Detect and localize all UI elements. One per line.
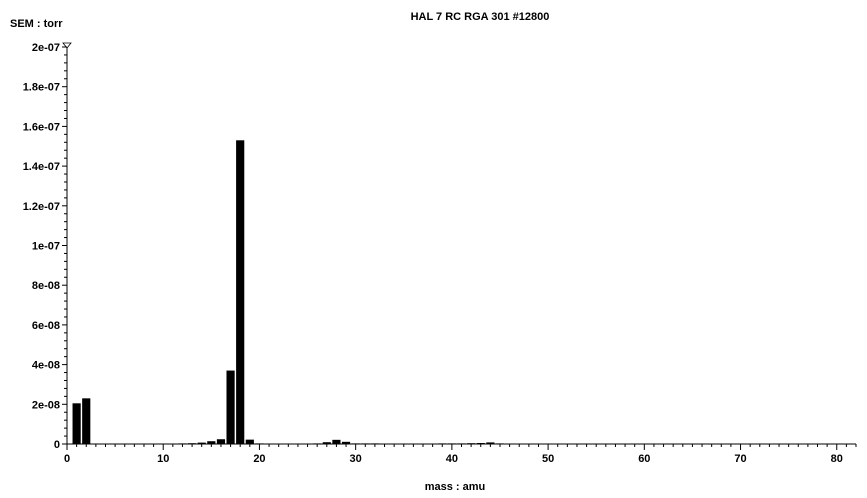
y-tick-label: 1.6e-07 — [23, 121, 60, 133]
y-tick-label: 2e-07 — [32, 42, 60, 54]
x-tick-label: 20 — [253, 453, 265, 465]
bar — [332, 439, 341, 444]
bar — [457, 443, 466, 444]
bar — [226, 370, 235, 444]
y-tick-label: 1.4e-07 — [23, 161, 60, 173]
y-tick-label: 4e-08 — [32, 360, 60, 372]
bar — [236, 140, 245, 445]
y-tick-label: 2e-08 — [32, 399, 60, 411]
x-axis-label: mass : amu — [425, 481, 486, 493]
x-tick-label: 40 — [446, 453, 458, 465]
bar — [447, 443, 456, 444]
y-tick-label: 1.2e-07 — [23, 201, 60, 213]
bar — [370, 443, 379, 444]
y-axis-label: SEM : torr — [10, 18, 63, 30]
bar — [341, 441, 351, 444]
bar — [207, 441, 216, 444]
bar — [197, 442, 206, 444]
bar — [467, 443, 476, 444]
y-tick-label: 8e-08 — [32, 280, 60, 292]
y-tick-label: 0 — [54, 439, 60, 451]
x-tick-label: 30 — [350, 453, 362, 465]
bar — [178, 443, 187, 444]
y-tick-label: 6e-08 — [32, 320, 60, 332]
bar — [313, 443, 322, 444]
axes — [62, 42, 856, 445]
y-tick-label: 1e-07 — [32, 241, 60, 253]
bar — [82, 398, 91, 444]
x-tick-label: 10 — [157, 453, 169, 465]
bar — [361, 443, 370, 444]
bar — [495, 443, 505, 444]
x-tick-label: 50 — [542, 453, 554, 465]
bar — [216, 439, 226, 444]
bar — [322, 442, 331, 444]
bar — [255, 443, 264, 444]
bar — [486, 442, 495, 444]
bar — [245, 439, 254, 444]
bar — [476, 443, 485, 444]
axis-marker-icon — [62, 42, 72, 49]
chart-title: HAL 7 RC RGA 301 #12800 — [411, 11, 550, 23]
x-tick-label: 0 — [64, 453, 70, 465]
x-tick-label: 70 — [734, 453, 746, 465]
x-tick-label: 80 — [831, 453, 843, 465]
bar — [72, 403, 81, 444]
x-tick-label: 60 — [638, 453, 650, 465]
y-tick-label: 1.8e-07 — [23, 82, 60, 94]
bars — [72, 140, 505, 445]
bar — [438, 443, 447, 444]
bar — [187, 443, 197, 444]
ticks: 0 2e-08 4e-08 6e-08 8e-08 1e-07 1.2e-07 1.4e-07… — [23, 42, 857, 465]
bar — [351, 443, 360, 444]
